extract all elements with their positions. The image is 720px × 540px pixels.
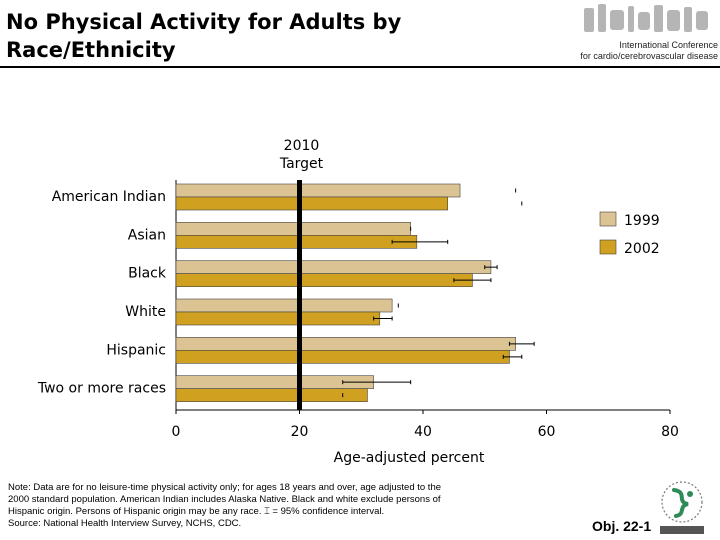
legend-swatch-1999	[599, 211, 617, 227]
page-title: No Physical Activity for Adults by Race/…	[6, 8, 506, 64]
objective-label: Obj. 22-1	[592, 518, 652, 534]
legend-label-2002: 2002	[624, 241, 660, 257]
agency-emblem-icon	[660, 481, 704, 534]
bar-2002-2	[175, 273, 473, 287]
category-label-5: Two or more races	[37, 381, 166, 397]
note-line-2: 2000 standard population. American India…	[8, 494, 441, 505]
bar-1999-4	[175, 337, 516, 351]
x-tick-label-2: 40	[414, 424, 432, 440]
conference-name: International Conference for cardio/cere…	[560, 40, 718, 62]
bar-1999-2	[175, 260, 492, 274]
bar-2002-5	[175, 388, 368, 402]
x-tick-label-0: 0	[172, 424, 181, 440]
bar-1999-0	[175, 183, 461, 198]
legend-label-1999: 1999	[624, 213, 660, 229]
conference-logo-icon	[584, 4, 708, 32]
x-tick-label-4: 80	[661, 424, 679, 440]
category-label-3: White	[125, 304, 166, 320]
legend-swatch-2002	[599, 239, 617, 255]
conference-line-1: International Conference	[619, 40, 718, 50]
category-label-1: Asian	[128, 227, 166, 243]
target-label-line-2: Target	[279, 156, 324, 172]
target-label-line-1: 2010	[284, 138, 320, 154]
x-tick-label-3: 60	[538, 424, 556, 440]
title-line-1: No Physical Activity for Adults by	[6, 10, 402, 34]
x-tick-label-1: 20	[291, 424, 309, 440]
note-line-4: Source: National Health Interview Survey…	[8, 518, 242, 529]
title-divider	[0, 66, 720, 68]
category-label-2: Black	[128, 266, 167, 282]
bar-chart: 0 20 40 60 80 Age-adjusted percent American In…	[37, 138, 679, 466]
bar-1999-1	[175, 222, 411, 236]
x-axis-title: Age-adjusted percent	[334, 450, 485, 466]
bar-2002-0	[175, 196, 449, 211]
conference-line-2: for cardio/cerebrovascular disease	[580, 51, 718, 61]
category-label-4: Hispanic	[106, 342, 166, 358]
bar-1999-3	[175, 298, 393, 313]
bar-2002-1	[175, 235, 418, 249]
note-line-3: Hispanic origin. Persons of Hispanic ori…	[8, 506, 385, 517]
chart-note: Note: Data are for no leisure-time physi…	[8, 482, 528, 530]
bar-2002-3	[175, 311, 381, 326]
note-line-1: Note: Data are for no leisure-time physi…	[8, 482, 442, 493]
bar-2002-4	[175, 350, 510, 364]
title-line-2: Race/Ethnicity	[6, 38, 176, 62]
category-label-0: American Indian	[52, 189, 166, 205]
